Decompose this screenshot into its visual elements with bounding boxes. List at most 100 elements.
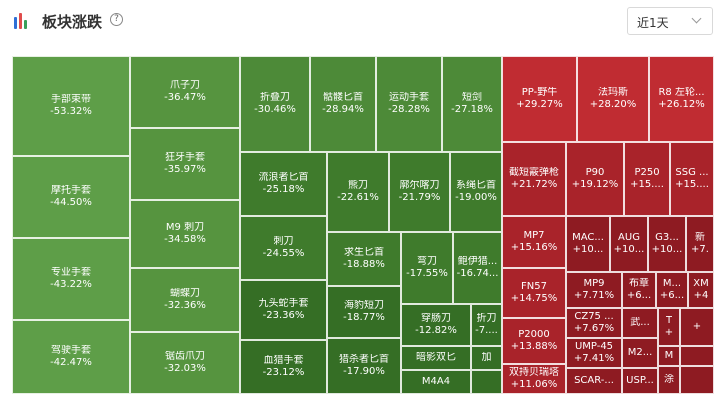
cell-pct: -22.61%	[337, 192, 379, 203]
treemap-cell[interactable]: 双持贝瑞塔 +11.06%	[502, 364, 566, 394]
treemap-cell[interactable]: 鲍伊猎... -16.74...	[453, 232, 502, 304]
treemap-cell[interactable]: 折叠刀 -30.46%	[240, 56, 310, 152]
treemap-cell[interactable]: 短剑 -27.18%	[442, 56, 502, 152]
time-range-select[interactable]: 近1天	[627, 7, 713, 35]
treemap-cell[interactable]: 廓尔喀刀 -21.79%	[389, 152, 450, 232]
treemap-cell[interactable]: USP...	[622, 368, 658, 394]
cell-name: XM	[693, 278, 709, 289]
help-icon[interactable]: ?	[110, 13, 123, 26]
treemap-cell[interactable]: XM +4	[688, 272, 714, 308]
cell-pct: +10...	[613, 244, 645, 255]
cell-pct: +10...	[572, 244, 604, 255]
treemap-cell[interactable]: 运动手套 -28.28%	[376, 56, 442, 152]
treemap-cell[interactable]: M... +6...	[656, 272, 688, 308]
treemap-cell[interactable]: 法玛斯 +28.20%	[577, 56, 649, 142]
treemap-cell[interactable]: 涂	[658, 366, 680, 394]
cell-name: 摩托手套	[51, 185, 91, 196]
cell-pct: +7.71%	[573, 290, 615, 301]
treemap-cell[interactable]: MP9 +7.71%	[566, 272, 622, 308]
treemap-cell[interactable]: P90 +19.12%	[566, 142, 624, 216]
treemap-cell[interactable]: 驾驶手套 -42.47%	[12, 320, 130, 394]
cell-name: P90	[585, 167, 605, 178]
treemap-cell[interactable]: 熊刀 -22.61%	[327, 152, 389, 232]
treemap-cell[interactable]: 截短霰弹枪 +21.72%	[502, 142, 566, 216]
cell-name: 专业手套	[51, 267, 91, 278]
treemap-cell[interactable]: 折刀 -7....	[471, 304, 502, 346]
treemap-cell[interactable]: MP7 +15.16%	[502, 216, 566, 268]
treemap-cell[interactable]: 弯刀 -17.55%	[401, 232, 453, 304]
cell-name: 手部束带	[51, 94, 91, 105]
treemap-cell[interactable]: 手部束带 -53.32%	[12, 56, 130, 156]
treemap-cell[interactable]: 狂牙手套 -35.97%	[130, 128, 240, 200]
cell-pct: -28.94%	[322, 104, 364, 115]
cell-name: 九头蛇手套	[258, 298, 309, 309]
treemap-cell[interactable]: 求生匕首 -18.88%	[327, 232, 401, 286]
treemap-cell[interactable]: MAC... +10...	[566, 216, 610, 272]
treemap-cell[interactable]: CZ75 ... +7.67%	[566, 308, 622, 338]
treemap-cell[interactable]: M4A4	[401, 370, 471, 394]
cell-pct: -18.88%	[343, 259, 385, 270]
cell-pct: -43.22%	[50, 279, 92, 290]
treemap-cell[interactable]: AUG +10...	[610, 216, 648, 272]
cell-name: UMP-45	[574, 341, 614, 352]
cell-pct: +13.88%	[510, 341, 558, 352]
cell-pct: -32.03%	[164, 363, 206, 374]
treemap-cell[interactable]: 锯齿爪刀 -32.03%	[130, 332, 240, 394]
chevron-down-icon	[691, 13, 702, 24]
treemap-cell[interactable]: 海豹短刀 -18.77%	[327, 286, 401, 338]
treemap-cell[interactable]: 摩托手套 -44.50%	[12, 156, 130, 238]
time-range-value: 近1天	[637, 16, 669, 30]
treemap-cell[interactable]: M9 刺刀 -34.58%	[130, 200, 240, 268]
cell-name: 折刀	[476, 313, 497, 324]
treemap-cell[interactable]: T +	[658, 308, 680, 346]
treemap-cell[interactable]	[471, 370, 502, 394]
treemap-cell[interactable]: P250 +15....	[624, 142, 670, 216]
cell-pct: +6...	[626, 290, 652, 301]
treemap-cell[interactable]: 爪子刀 -36.47%	[130, 56, 240, 128]
cell-name: 布章	[629, 278, 649, 289]
treemap-cell[interactable]: 新 +7.	[686, 216, 714, 272]
treemap-cell[interactable]: 系绳匕首 -19.00%	[450, 152, 502, 232]
treemap-cell[interactable]: 流浪者匕首 -25.18%	[240, 152, 327, 216]
treemap-cell[interactable]: UMP-45 +7.41%	[566, 338, 622, 368]
treemap-cell[interactable]: 武...	[622, 308, 658, 338]
treemap-cell[interactable]: +	[680, 308, 714, 346]
cell-pct: -17.90%	[343, 366, 385, 377]
cell-pct: +4	[693, 290, 709, 301]
treemap-cell[interactable]: 刺刀 -24.55%	[240, 216, 327, 280]
treemap-cell[interactable]: 暗影双匕	[401, 346, 471, 370]
cell-name: 双持贝瑞塔	[509, 367, 559, 378]
treemap-cell[interactable]: PP-野牛 +29.27%	[502, 56, 577, 142]
treemap-cell[interactable]: 骷髅匕首 -28.94%	[310, 56, 376, 152]
cell-pct: -24.55%	[262, 248, 305, 259]
treemap-cell[interactable]	[680, 346, 714, 366]
treemap-cell[interactable]: R8 左轮... +26.12%	[649, 56, 714, 142]
treemap-cell[interactable]: 专业手套 -43.22%	[12, 238, 130, 320]
cell-name: 海豹短刀	[344, 300, 384, 311]
treemap-cell[interactable]: 穿肠刀 -12.82%	[401, 304, 471, 346]
treemap-cell[interactable]: FN57 +14.75%	[502, 268, 566, 318]
treemap-cell[interactable]: M	[658, 346, 680, 366]
treemap-cell[interactable]: 蝴蝶刀 -32.36%	[130, 268, 240, 332]
treemap-cell[interactable]: 布章 +6...	[622, 272, 656, 308]
treemap-cell[interactable]: P2000 +13.88%	[502, 318, 566, 364]
treemap-cell[interactable]: 加	[471, 346, 502, 370]
cell-name: 截短霰弹枪	[509, 167, 559, 178]
cell-name: 狂牙手套	[165, 152, 205, 163]
treemap-cell[interactable]: 血猎手套 -23.12%	[240, 340, 327, 394]
treemap-cell[interactable]: 猎杀者匕首 -17.90%	[327, 338, 401, 394]
treemap-cell[interactable]: M2...	[622, 338, 658, 368]
treemap-cell[interactable]: SCAR-...	[566, 368, 622, 394]
cell-name: SCAR-...	[574, 375, 614, 386]
treemap-cell[interactable]: SSG ... +15....	[670, 142, 714, 216]
treemap-cell[interactable]: G3... +10...	[648, 216, 686, 272]
cell-pct: -34.58%	[164, 234, 206, 245]
panel-header: 板块涨跌 ? 近1天	[0, 0, 720, 46]
treemap-cell[interactable]	[680, 366, 714, 394]
cell-name: 流浪者匕首	[258, 172, 309, 183]
cell-pct: -7....	[475, 325, 498, 336]
cell-pct: -12.82%	[415, 325, 457, 336]
treemap-cell[interactable]: 九头蛇手套 -23.36%	[240, 280, 327, 340]
cell-name: 廓尔喀刀	[399, 180, 440, 191]
cell-pct: -18.77%	[343, 312, 385, 323]
